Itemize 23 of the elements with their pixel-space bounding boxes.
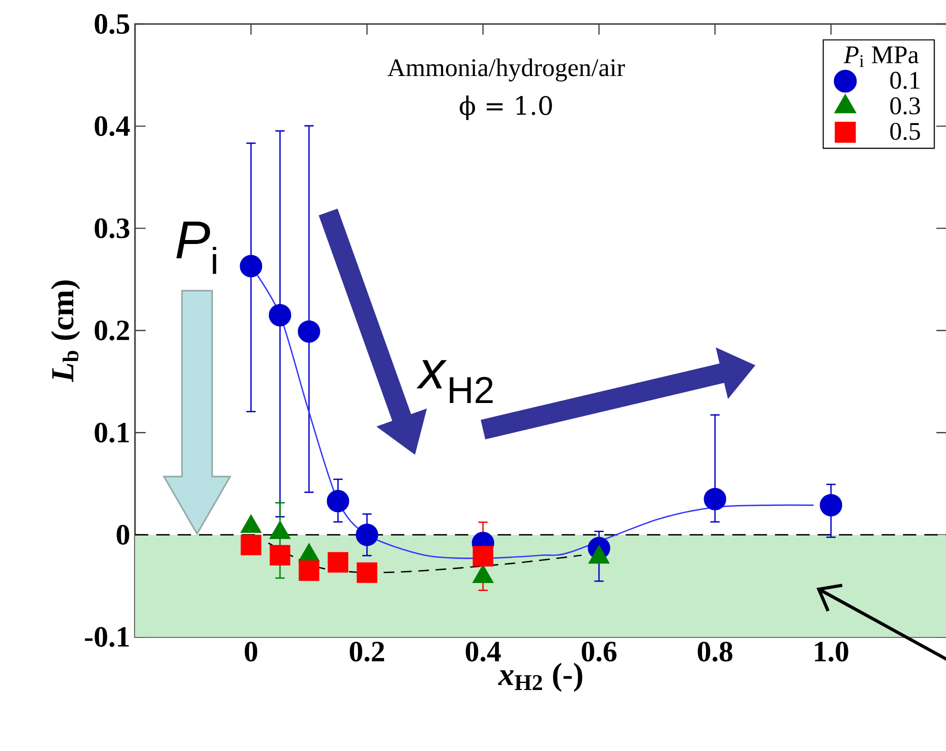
legend-label: 0.1 bbox=[890, 72, 920, 89]
x-axis-title: x$_{H2}$ (-) bbox=[498, 662, 582, 692]
legend-title: P$_{i}$ MPa bbox=[844, 46, 919, 67]
y-tick-label: 0.1 bbox=[94, 422, 129, 443]
x-tick-label: 0.6 bbox=[582, 642, 616, 662]
y-axis-title: L$_{b}$ (cm) bbox=[51, 280, 80, 382]
legend-label: 0.3 bbox=[890, 97, 920, 114]
x-tick-label: 1.0 bbox=[815, 642, 848, 662]
x-tick-label: 0.4 bbox=[466, 642, 501, 662]
y-tick-label: 0.2 bbox=[94, 320, 130, 340]
x-tick-label: 0 bbox=[244, 642, 258, 662]
annotation: Ammonia/hydrogen/air bbox=[388, 58, 625, 82]
x-tick-label: 0.2 bbox=[350, 642, 384, 662]
legend-label: 0.5 bbox=[890, 122, 920, 140]
y-tick-label: 0 bbox=[116, 524, 130, 545]
x-tick-label: 0.8 bbox=[698, 642, 732, 662]
y-tick-label: 0.5 bbox=[94, 14, 130, 34]
annotation: x$_{H2}$ bbox=[416, 360, 493, 403]
annotation: ϕ = 1.0 bbox=[460, 96, 552, 120]
y-tick-label: 0.4 bbox=[94, 116, 130, 136]
y-tick-label: -0.1 bbox=[84, 627, 129, 647]
annotation: P$_{i}$ bbox=[176, 222, 216, 274]
y-tick-label: 0.3 bbox=[94, 218, 130, 238]
